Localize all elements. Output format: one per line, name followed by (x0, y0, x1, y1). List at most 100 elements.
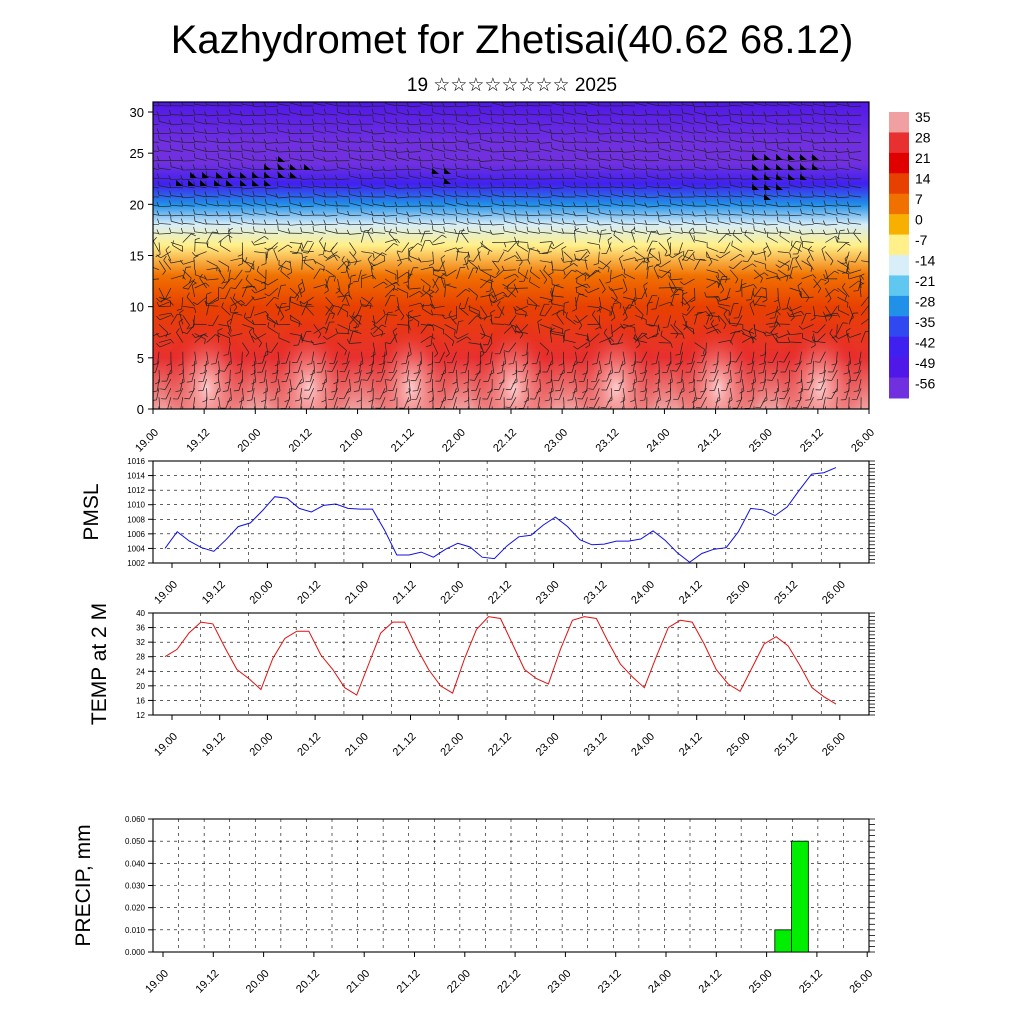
wind-barb-feather (479, 344, 482, 350)
wind-barb (242, 202, 255, 207)
wind-barb (784, 387, 791, 400)
wind-barb (737, 397, 743, 409)
wind-barb (313, 140, 326, 143)
wind-barb (623, 186, 636, 189)
wind-barb (226, 321, 231, 334)
wind-barb (766, 120, 778, 125)
wind-flag (752, 184, 759, 190)
wind-barb-feather (561, 218, 564, 224)
wind-barb (593, 378, 600, 390)
wind-barb-feather (853, 372, 859, 374)
wind-barb-feather (573, 220, 576, 226)
wind-barb-feather (609, 173, 612, 179)
wind-barb (801, 378, 804, 391)
wind-barb-feather (609, 153, 612, 159)
wind-barb-feather (514, 145, 517, 151)
wind-barb-feather (846, 381, 851, 385)
wind-barb (408, 287, 421, 290)
wind-barb (609, 351, 612, 364)
wind-barb-feather (627, 390, 633, 393)
wind-barb-feather (607, 336, 613, 339)
wind-barb (456, 321, 459, 334)
wind-barb-feather (565, 312, 568, 318)
wind-barb-feather (715, 111, 719, 117)
wind-barb-feather (287, 164, 291, 170)
wind-barb (420, 240, 426, 252)
wind-barb (653, 315, 660, 327)
wind-barb (599, 233, 612, 235)
wind-barb-feather (685, 320, 688, 326)
wind-barb-feather (693, 107, 696, 113)
wind-barb (684, 296, 695, 305)
wind-barb (480, 279, 490, 289)
wind-barb (552, 284, 564, 289)
x-tick-label: 21.00 (338, 427, 366, 455)
wind-barb (194, 131, 207, 134)
wind-barb (537, 397, 541, 409)
wind-barb-feather (241, 303, 247, 307)
wind-barb (346, 351, 350, 364)
wind-barb-feather (442, 272, 447, 277)
wind-barb (694, 177, 707, 180)
wind-barb-feather (181, 144, 184, 150)
wind-barb (230, 221, 243, 225)
wind-barb (587, 270, 597, 280)
wind-barb (396, 269, 399, 282)
wind-barb-feather (848, 153, 850, 159)
wind-barb (847, 360, 850, 373)
wind-barb-feather (643, 282, 648, 286)
wind-barb (408, 302, 421, 307)
wind-barb (741, 263, 753, 271)
wind-barb-feather (406, 191, 410, 197)
wind-barb (762, 378, 767, 391)
wind-barb-feather (739, 155, 743, 161)
wind-barb (492, 178, 505, 181)
wind-barb-feather (496, 372, 502, 374)
wind-barb (337, 167, 350, 171)
wind-barb (837, 243, 847, 252)
wind-barb (349, 167, 362, 171)
wind-barb (701, 369, 707, 382)
wind-barb-feather (169, 200, 172, 206)
wind-barb (563, 212, 576, 216)
wind-barb (289, 260, 292, 273)
wind-barb-feather (549, 173, 552, 179)
wind-barb (215, 351, 219, 364)
wind-barb-feather (774, 390, 779, 394)
wind-barb-feather (322, 335, 328, 340)
wind-barb (460, 232, 469, 243)
wind-barb-feather (455, 144, 457, 150)
wind-barb-feather (186, 292, 190, 298)
wind-barb-feather (276, 162, 279, 168)
wind-flag (200, 180, 207, 186)
wind-barb-feather (501, 165, 505, 171)
wind-barb (706, 140, 719, 143)
wind-barb (653, 267, 660, 280)
wind-barb-feather (504, 323, 510, 326)
wind-barb (503, 205, 517, 207)
wind-barb-feather (323, 108, 326, 114)
wind-barb (206, 267, 219, 271)
wind-barb-feather (821, 278, 827, 281)
wind-barb-feather (787, 129, 790, 134)
wind-barb (551, 148, 564, 152)
wind-barb-feather (251, 240, 255, 246)
wind-barb-feather (520, 381, 526, 383)
wind-barb (349, 242, 357, 253)
wind-barb (563, 303, 565, 316)
wind-barb (539, 378, 542, 391)
wind-barb (539, 406, 541, 409)
wind-barb (230, 300, 242, 307)
wind-barb-feather (834, 288, 840, 292)
wind-barb (194, 148, 207, 152)
wind-barb-feather (312, 108, 315, 114)
wind-barb-feather (204, 339, 206, 345)
wind-barb-feather (401, 363, 407, 365)
wind-barb (452, 387, 457, 400)
wind-barb (515, 123, 528, 126)
x-tick-label: 23.12 (593, 427, 621, 455)
wind-barb-feather (180, 111, 184, 117)
wind-barb-feather (216, 110, 219, 116)
wind-barb (706, 187, 719, 189)
wind-barb (558, 369, 564, 381)
